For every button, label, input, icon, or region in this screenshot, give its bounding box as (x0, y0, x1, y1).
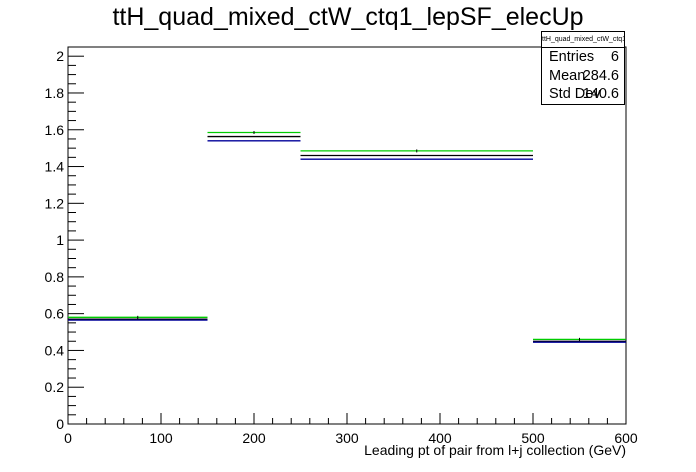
x-axis-label: Leading pt of pair from l+j collection (… (364, 442, 626, 458)
x-tick-label: 400 (428, 430, 452, 446)
y-tick-label: 0.6 (45, 306, 65, 322)
y-tick-label: 2 (56, 48, 64, 64)
stats-row-stddev: Std Dev 140.6 (542, 85, 624, 104)
y-tick-label: 1.4 (45, 159, 65, 175)
y-tick-label: 1.8 (45, 85, 65, 101)
x-tick-label: 0 (64, 430, 72, 446)
x-tick-label: 500 (521, 430, 545, 446)
y-tick-label: 0.8 (45, 269, 65, 285)
stats-label: Mean (549, 67, 586, 84)
axis-ticks (67, 46, 627, 425)
y-tick-label: 1 (56, 232, 64, 248)
y-tick-label: 1.2 (45, 195, 65, 211)
stats-row-mean: Mean 284.6 (542, 67, 624, 86)
y-tick-label: 0.4 (45, 342, 65, 358)
x-tick-label: 100 (149, 430, 173, 446)
stats-value: 140.6 (582, 86, 619, 102)
y-tick-label: 0.2 (45, 379, 65, 395)
chart-title: ttH_quad_mixed_ctW_ctq1_lepSF_elecUp (112, 3, 584, 31)
stats-box: ttH_quad_mixed_ctW_ctq1_lepSF_elecUp Ent… (541, 31, 625, 105)
stats-label: Entries (549, 49, 595, 65)
stats-value: 284.6 (582, 67, 619, 84)
y-tick-label: 0 (56, 416, 64, 432)
histogram-bins (68, 131, 626, 343)
stats-label: Std Dev (549, 86, 601, 102)
stats-row-entries: Entries 6 (542, 48, 624, 67)
y-tick-label: 1.6 (45, 122, 65, 138)
stats-box-title: ttH_quad_mixed_ctW_ctq1_lepSF_elecUp (542, 32, 624, 48)
x-tick-label: 300 (335, 430, 359, 446)
x-tick-label: 600 (614, 430, 638, 446)
tick-labels: 0 100 200 300 400 500 600 0 0.2 0.4 0.6 0.8 1 1.2 1.4 1… (45, 48, 638, 446)
x-tick-label: 200 (242, 430, 266, 446)
stats-value: 6 (610, 49, 619, 65)
